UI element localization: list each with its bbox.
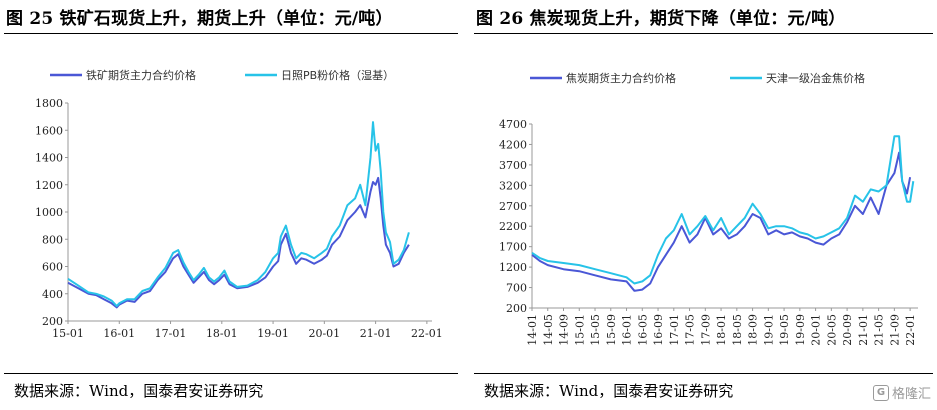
- x-tick-label: 21-01: [857, 314, 870, 346]
- y-tick-label: 4700: [499, 118, 527, 131]
- y-tick-label: 3700: [499, 159, 527, 172]
- y-tick-label: 1000: [35, 206, 63, 219]
- x-tick-label: 19-05: [778, 314, 791, 346]
- x-tick-label: 20-01: [308, 327, 340, 340]
- legend-label-1: 铁矿期货主力合约价格: [86, 68, 196, 82]
- right-data-source: 数据来源：Wind，国泰君安证券研究: [484, 382, 734, 400]
- x-tick-label: 15-01: [52, 327, 84, 340]
- y-tick-label: 1700: [499, 241, 527, 254]
- y-tick-label: 800: [42, 233, 63, 246]
- left-title-rule: [4, 33, 458, 34]
- x-tick-label: 17-01: [155, 327, 187, 340]
- y-tick-label: 3200: [499, 179, 527, 192]
- legend-label-2: 天津一级冶金焦价格: [766, 71, 865, 85]
- watermark: G 格隆汇: [872, 383, 931, 402]
- left-figure-title: 图 25 铁矿石现货上升，期货上升（单位：元/吨）: [6, 9, 393, 29]
- gelonghui-logo-icon: G: [872, 384, 889, 401]
- y-tick-label: 700: [506, 282, 527, 295]
- y-tick-label: 600: [42, 261, 63, 274]
- watermark-text: 格隆汇: [891, 387, 931, 402]
- y-tick-label: 4200: [499, 138, 527, 151]
- series-line-1: [531, 151, 912, 292]
- x-tick-label: 18-01: [206, 327, 238, 340]
- x-tick-label: 14-09: [558, 314, 571, 346]
- series-line-2: [67, 121, 410, 307]
- y-tick-label: 1200: [499, 261, 527, 274]
- x-tick-label: 16-01: [103, 327, 135, 340]
- y-tick-label: 2700: [499, 200, 527, 213]
- x-tick-label: 14-05: [542, 314, 555, 346]
- x-tick-label: 22-01: [411, 327, 443, 340]
- x-tick-label: 19-01: [762, 314, 775, 346]
- x-tick-label: 20-05: [825, 314, 838, 346]
- right-title-rule: [474, 33, 933, 34]
- right-figure-title: 图 26 焦炭现货上升，期货下降（单位：元/吨）: [476, 9, 846, 29]
- left-line-chart: 铁矿期货主力合约价格 日照PB粉价格（湿基） 200 400 600 800 1000 120…: [35, 68, 443, 340]
- x-tick-label: 20-09: [841, 314, 854, 346]
- y-tick-label: 1800: [35, 97, 63, 110]
- legend-label-1: 焦炭期货主力合约价格: [566, 71, 676, 85]
- x-tick-label: 15-01: [573, 314, 586, 346]
- series-line-2: [531, 135, 915, 285]
- y-tick-label: 200: [42, 315, 63, 328]
- y-tick-label: 400: [42, 288, 63, 301]
- x-tick-label: 17-01: [668, 314, 681, 346]
- x-tick-label: 17-09: [699, 314, 712, 346]
- x-tick-label: 20-01: [810, 314, 823, 346]
- x-tick-label: 14-01: [526, 314, 539, 346]
- x-tick-label: 16-05: [636, 314, 649, 346]
- x-tick-label: 22-01: [904, 314, 917, 346]
- right-figure-panel: 图 26 焦炭现货上升，期货下降（单位：元/吨） 焦炭期货主力合约价格 天津一级冶…: [470, 0, 937, 410]
- x-tick-label: 15-09: [605, 314, 618, 346]
- x-tick-label: 16-09: [652, 314, 665, 346]
- x-tick-label: 21-01: [360, 327, 392, 340]
- x-tick-label: 19-01: [257, 327, 289, 340]
- x-tick-label: 18-01: [715, 314, 728, 346]
- right-line-chart: 焦炭期货主力合约价格 天津一级冶金焦价格 200 700 1200 1700 2200 270…: [499, 71, 918, 346]
- x-tick-label: 21-05: [873, 314, 886, 346]
- y-tick-label: 1400: [35, 152, 63, 165]
- x-tick-label: 21-09: [888, 314, 901, 346]
- right-source-rule: [474, 373, 933, 374]
- x-tick-label: 19-09: [794, 314, 807, 346]
- x-tick-label: 16-01: [621, 314, 634, 346]
- y-tick-label: 1200: [35, 179, 63, 192]
- x-tick-label: 18-05: [731, 314, 744, 346]
- x-tick-label: 18-09: [747, 314, 760, 346]
- x-tick-label: 17-05: [684, 314, 697, 346]
- y-tick-label: 200: [506, 302, 527, 315]
- x-tick-label: 15-05: [589, 314, 602, 346]
- left-figure-panel: 图 25 铁矿石现货上升，期货上升（单位：元/吨） 铁矿期货主力合约价格 日照PB…: [0, 0, 462, 410]
- legend-label-2: 日照PB粉价格（湿基）: [281, 68, 394, 82]
- series-line-1: [67, 176, 410, 309]
- y-tick-label: 1600: [35, 124, 63, 137]
- left-data-source: 数据来源：Wind，国泰君安证券研究: [14, 382, 264, 400]
- y-tick-label: 2200: [499, 220, 527, 233]
- left-source-rule: [4, 373, 458, 374]
